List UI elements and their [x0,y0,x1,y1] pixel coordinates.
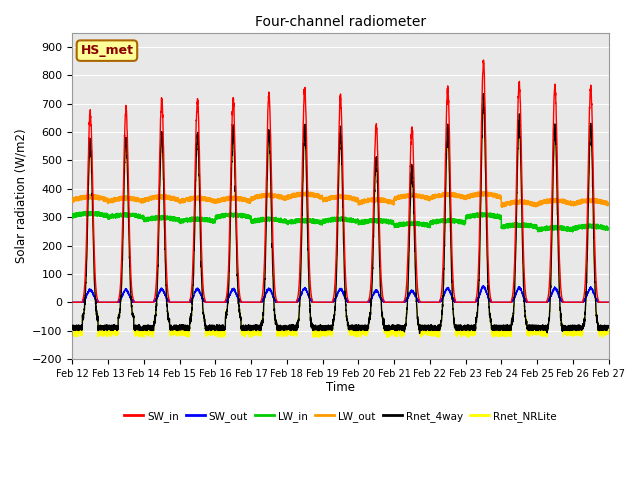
X-axis label: Time: Time [326,382,355,395]
Title: Four-channel radiometer: Four-channel radiometer [255,15,426,29]
Y-axis label: Solar radiation (W/m2): Solar radiation (W/m2) [15,129,28,263]
Text: HS_met: HS_met [81,44,133,57]
Legend: SW_in, SW_out, LW_in, LW_out, Rnet_4way, Rnet_NRLite: SW_in, SW_out, LW_in, LW_out, Rnet_4way,… [120,407,561,426]
